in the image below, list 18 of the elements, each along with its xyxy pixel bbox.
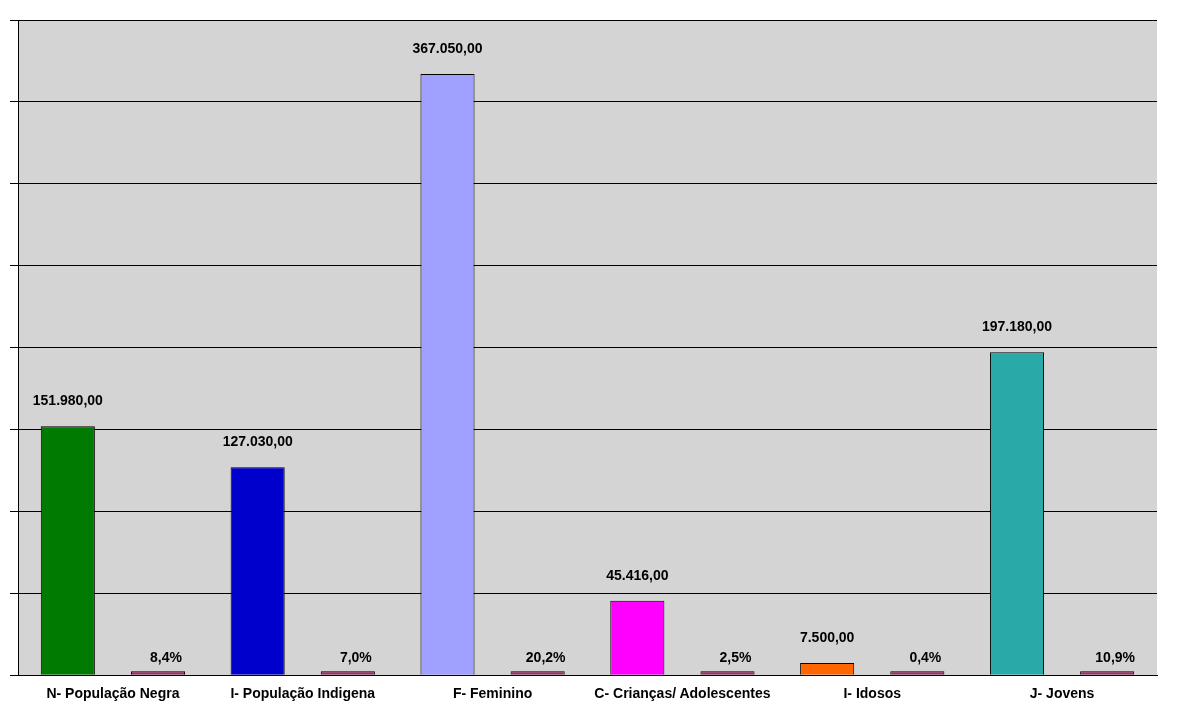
data-label: 20,2% (525, 649, 567, 666)
data-label: 7,0% (339, 649, 373, 666)
x-tick-label: N- População Negra (46, 685, 180, 702)
data-label: 151.980,00 (32, 392, 104, 409)
data-label: 7.500,00 (799, 628, 855, 645)
data-label: 367.050,00 (412, 39, 483, 56)
data-label: 10,9% (1095, 649, 1136, 666)
data-label: 2,5% (719, 649, 752, 666)
x-tick-label: I- Idosos (843, 685, 902, 702)
x-tick-label: J- Jovens (1029, 685, 1095, 702)
data-label: 0,4% (909, 649, 942, 666)
data-label: 8,4% (150, 649, 183, 666)
data-label: 197.180,00 (981, 318, 1053, 335)
data-label: 45.416,00 (606, 566, 669, 583)
x-tick-label: C- Crianças/ Adolescentes (594, 685, 771, 702)
x-tick-label: F- Feminino (452, 685, 533, 702)
data-label: 127.030,00 (222, 432, 293, 449)
x-tick-label: I- População Indigena (230, 685, 376, 702)
